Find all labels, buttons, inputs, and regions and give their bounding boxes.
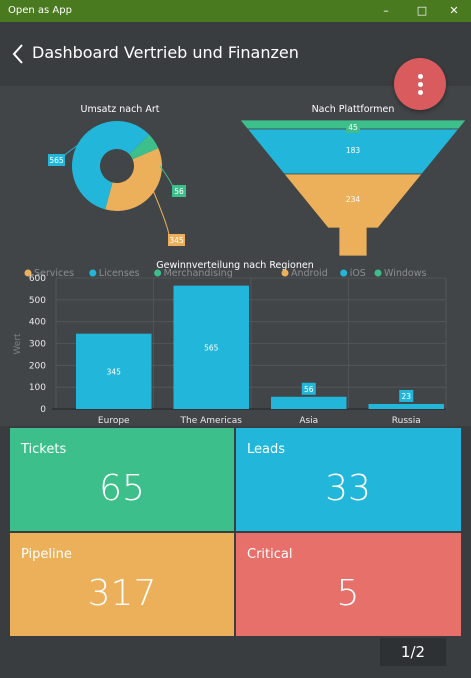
bar-europe bbox=[76, 333, 152, 409]
bar-chart: Wert 0 100 200 300 400 500 600 345 Europe 565 The A… bbox=[13, 274, 447, 426]
donut-data-label-box bbox=[168, 234, 185, 246]
bar-asia bbox=[271, 396, 347, 409]
legend-marker bbox=[374, 269, 382, 277]
legend-label: Services bbox=[34, 268, 74, 279]
funnel-data-label: 45 bbox=[348, 123, 358, 132]
back-arrow-icon[interactable] bbox=[10, 42, 30, 66]
y-tick-label: 300 bbox=[29, 340, 46, 350]
kpi-tiles: Tickets 65 Leads 33 Pipeline 317 Critica… bbox=[10, 428, 461, 636]
y-tick-label: 600 bbox=[29, 274, 46, 284]
bar-data-label-box bbox=[399, 389, 414, 402]
tile-critical[interactable]: Critical 5 bbox=[236, 533, 461, 636]
y-tick-label: 500 bbox=[29, 296, 46, 306]
legend-marker bbox=[154, 269, 162, 277]
y-axis-label: Wert bbox=[13, 333, 23, 355]
funnel-chart-title: Nach Plattformen bbox=[311, 104, 395, 115]
donut-chart: 345 565 56 Services Licenses Merchandising bbox=[24, 120, 233, 279]
donut-data-label-box bbox=[172, 185, 186, 197]
donut-data-label-box bbox=[48, 154, 65, 166]
funnel-data-label-box bbox=[346, 121, 360, 133]
bar-data-label-box bbox=[301, 382, 316, 395]
donut-data-label: 56 bbox=[174, 187, 184, 196]
tile-value: 33 bbox=[325, 468, 371, 509]
donut-data-label: 565 bbox=[49, 156, 64, 165]
y-tick-label: 200 bbox=[29, 361, 46, 371]
donut-chart-title: Umsatz nach Art bbox=[80, 104, 160, 115]
tile-label: Tickets bbox=[21, 442, 67, 457]
x-tick-label: Asia bbox=[299, 416, 318, 426]
bar-data-label: 56 bbox=[304, 385, 314, 394]
legend-marker bbox=[24, 269, 32, 277]
donut-data-label: 345 bbox=[169, 236, 184, 245]
window-titlebar: Open as App – □ ✕ bbox=[0, 0, 471, 22]
legend-label: iOS bbox=[350, 268, 366, 279]
tile-label: Pipeline bbox=[21, 547, 72, 562]
x-tick-label: Russia bbox=[392, 416, 421, 426]
bar-data-label: 565 bbox=[204, 343, 219, 352]
page-indicator[interactable]: 1/2 bbox=[380, 638, 446, 666]
tile-pipeline[interactable]: Pipeline 317 bbox=[10, 533, 234, 636]
more-options-button[interactable] bbox=[394, 58, 446, 110]
legend-label: Merchandising bbox=[164, 268, 233, 279]
donut-slice-licenses bbox=[72, 120, 150, 210]
donut-leader-line bbox=[151, 187, 170, 241]
donut-slice-merchandising bbox=[129, 134, 159, 160]
more-vertical-icon bbox=[418, 74, 423, 79]
donut-leader-line bbox=[159, 165, 174, 192]
maximize-icon[interactable]: □ bbox=[416, 4, 428, 17]
tile-value: 65 bbox=[99, 468, 145, 509]
minimize-icon[interactable]: – bbox=[383, 4, 389, 17]
funnel-data-label: 234 bbox=[346, 195, 361, 204]
tile-label: Critical bbox=[247, 547, 293, 562]
x-tick-label: The Americas bbox=[180, 416, 243, 426]
legend-marker bbox=[340, 269, 348, 277]
more-vertical-icon bbox=[418, 90, 423, 95]
bar-data-label: 345 bbox=[107, 367, 122, 376]
tile-value: 5 bbox=[336, 573, 360, 614]
y-tick-label: 400 bbox=[29, 318, 46, 328]
bar-data-label: 23 bbox=[401, 392, 411, 401]
funnel-layer-android bbox=[283, 173, 423, 257]
x-tick-label: Europe bbox=[98, 416, 130, 426]
y-tick-label: 0 bbox=[40, 405, 46, 415]
tile-tickets[interactable]: Tickets 65 bbox=[10, 428, 234, 531]
bar-the-americas bbox=[173, 285, 249, 409]
more-vertical-icon bbox=[418, 82, 423, 87]
page-title: Dashboard Vertrieb und Finanzen bbox=[32, 43, 299, 62]
bar-chart-title: Gewinnverteilung nach Regionen bbox=[156, 260, 314, 271]
tile-value: 317 bbox=[87, 573, 157, 614]
tile-leads[interactable]: Leads 33 bbox=[236, 428, 461, 531]
close-icon[interactable]: ✕ bbox=[449, 4, 459, 17]
legend-marker bbox=[281, 269, 289, 277]
y-tick-label: 100 bbox=[29, 383, 46, 393]
tile-label: Leads bbox=[247, 442, 286, 457]
legend-marker bbox=[89, 269, 97, 277]
window-title: Open as App bbox=[8, 5, 72, 16]
legend-label: Windows bbox=[384, 268, 426, 279]
funnel-chart: 45 183 234 Android iOS Windows bbox=[239, 119, 467, 279]
funnel-data-label: 183 bbox=[346, 146, 361, 155]
legend-label: Licenses bbox=[99, 268, 140, 279]
charts-panel: Umsatz nach Art Nach Plattformen Gewinnv… bbox=[0, 86, 471, 426]
donut-slice-services bbox=[105, 148, 163, 211]
bar-russia bbox=[368, 403, 444, 409]
app-header: Dashboard Vertrieb und Finanzen bbox=[0, 22, 471, 86]
legend-label: Android bbox=[291, 268, 328, 279]
